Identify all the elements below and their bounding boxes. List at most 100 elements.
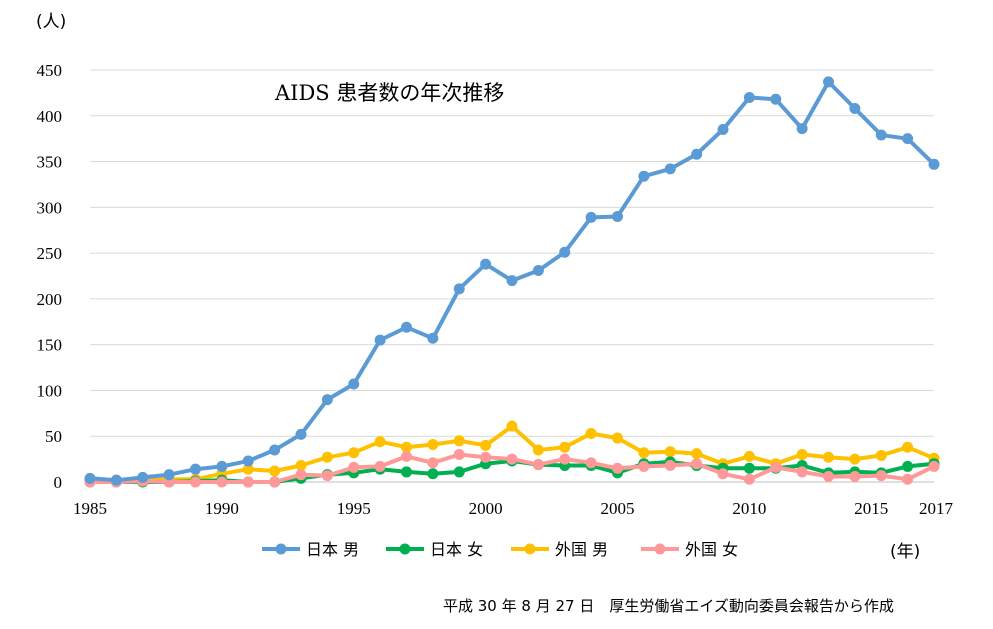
data-point	[796, 123, 808, 135]
data-point	[902, 133, 914, 145]
data-point	[190, 463, 201, 475]
data-point	[427, 438, 439, 450]
y-tick-label: 250	[37, 244, 63, 263]
data-point	[823, 76, 834, 88]
legend-marker	[399, 543, 411, 555]
data-point	[374, 436, 386, 448]
x-tick-label: 1985	[73, 499, 107, 518]
data-point	[875, 470, 887, 482]
data-point	[401, 466, 412, 478]
data-point	[321, 470, 333, 482]
data-point	[427, 468, 439, 480]
x-tick-label: 2010	[732, 499, 766, 518]
data-point	[691, 448, 703, 460]
data-point	[902, 460, 914, 472]
data-point	[743, 473, 755, 485]
y-tick-label: 200	[37, 290, 63, 309]
series-3	[84, 449, 940, 488]
y-tick-label: 50	[45, 427, 62, 446]
data-point	[612, 210, 623, 222]
grid-lines	[90, 69, 934, 483]
data-point	[216, 460, 228, 472]
data-point	[374, 334, 386, 346]
data-point	[717, 468, 729, 480]
data-point	[796, 449, 808, 461]
data-point	[902, 473, 914, 485]
data-point	[480, 451, 492, 463]
data-point	[902, 441, 914, 453]
legend-label: 外国 男	[555, 540, 608, 559]
data-point	[216, 476, 228, 488]
y-tick-label: 0	[54, 473, 63, 492]
data-point	[453, 449, 465, 461]
data-point	[585, 211, 597, 223]
data-point	[242, 476, 254, 488]
data-point	[638, 447, 650, 459]
data-point	[559, 441, 571, 453]
data-point	[321, 394, 333, 406]
y-tick-label: 400	[37, 107, 63, 126]
data-point	[532, 459, 544, 471]
data-point	[875, 449, 887, 461]
data-point	[875, 129, 887, 141]
data-point	[295, 460, 307, 472]
data-point	[401, 321, 412, 333]
x-tick-label: 2015	[854, 499, 888, 518]
data-point	[559, 246, 571, 258]
data-point	[506, 420, 518, 432]
data-point	[348, 461, 360, 473]
x-tick-label: 1990	[205, 499, 239, 518]
data-point	[612, 462, 623, 474]
legend-label: 日本 男	[306, 540, 359, 559]
data-point	[638, 460, 650, 472]
data-point	[269, 476, 281, 488]
data-point	[743, 462, 755, 474]
y-tick-label: 150	[37, 336, 63, 355]
data-point	[480, 439, 492, 451]
data-point	[691, 458, 703, 470]
data-point	[190, 476, 201, 488]
data-point	[427, 332, 439, 344]
series-0	[84, 76, 940, 486]
y-tick-label: 100	[37, 381, 63, 400]
chart-title: AIDS 患者数の年次推移	[274, 81, 504, 105]
data-point	[849, 102, 861, 114]
data-point	[84, 472, 96, 484]
data-point	[849, 471, 861, 483]
data-point	[453, 283, 465, 295]
data-point	[401, 441, 412, 453]
data-point	[770, 93, 782, 105]
data-point	[585, 427, 597, 439]
data-point	[743, 91, 755, 103]
series-group	[84, 76, 940, 488]
data-point	[770, 461, 782, 473]
data-point	[137, 471, 149, 483]
data-point	[110, 474, 122, 486]
y-tick-label: 350	[37, 153, 63, 172]
legend-item: 日本 男	[262, 540, 359, 559]
data-point	[796, 466, 808, 478]
data-point	[321, 451, 333, 463]
data-point	[163, 469, 175, 481]
data-point	[242, 463, 254, 475]
data-point	[506, 453, 518, 465]
legend-item: 外国 女	[641, 540, 738, 559]
y-tick-label: 300	[37, 198, 63, 217]
x-tick-label: 2000	[469, 499, 503, 518]
data-point	[453, 435, 465, 447]
y-tick-label: 450	[37, 61, 63, 80]
x-tick-label: 2005	[601, 499, 635, 518]
x-tick-label: 2017	[919, 499, 954, 518]
legend-marker	[275, 543, 287, 555]
data-point	[691, 148, 703, 160]
data-point	[928, 158, 940, 170]
legend-marker	[654, 543, 666, 555]
data-point	[480, 258, 492, 270]
data-point	[348, 378, 360, 390]
y-axis-ticks: 0 50 100 150 200 250 300 350 400 450	[37, 61, 63, 492]
data-point	[823, 451, 834, 463]
y-axis-unit: (人)	[36, 12, 66, 32]
data-point	[295, 469, 307, 481]
data-point	[559, 453, 571, 465]
